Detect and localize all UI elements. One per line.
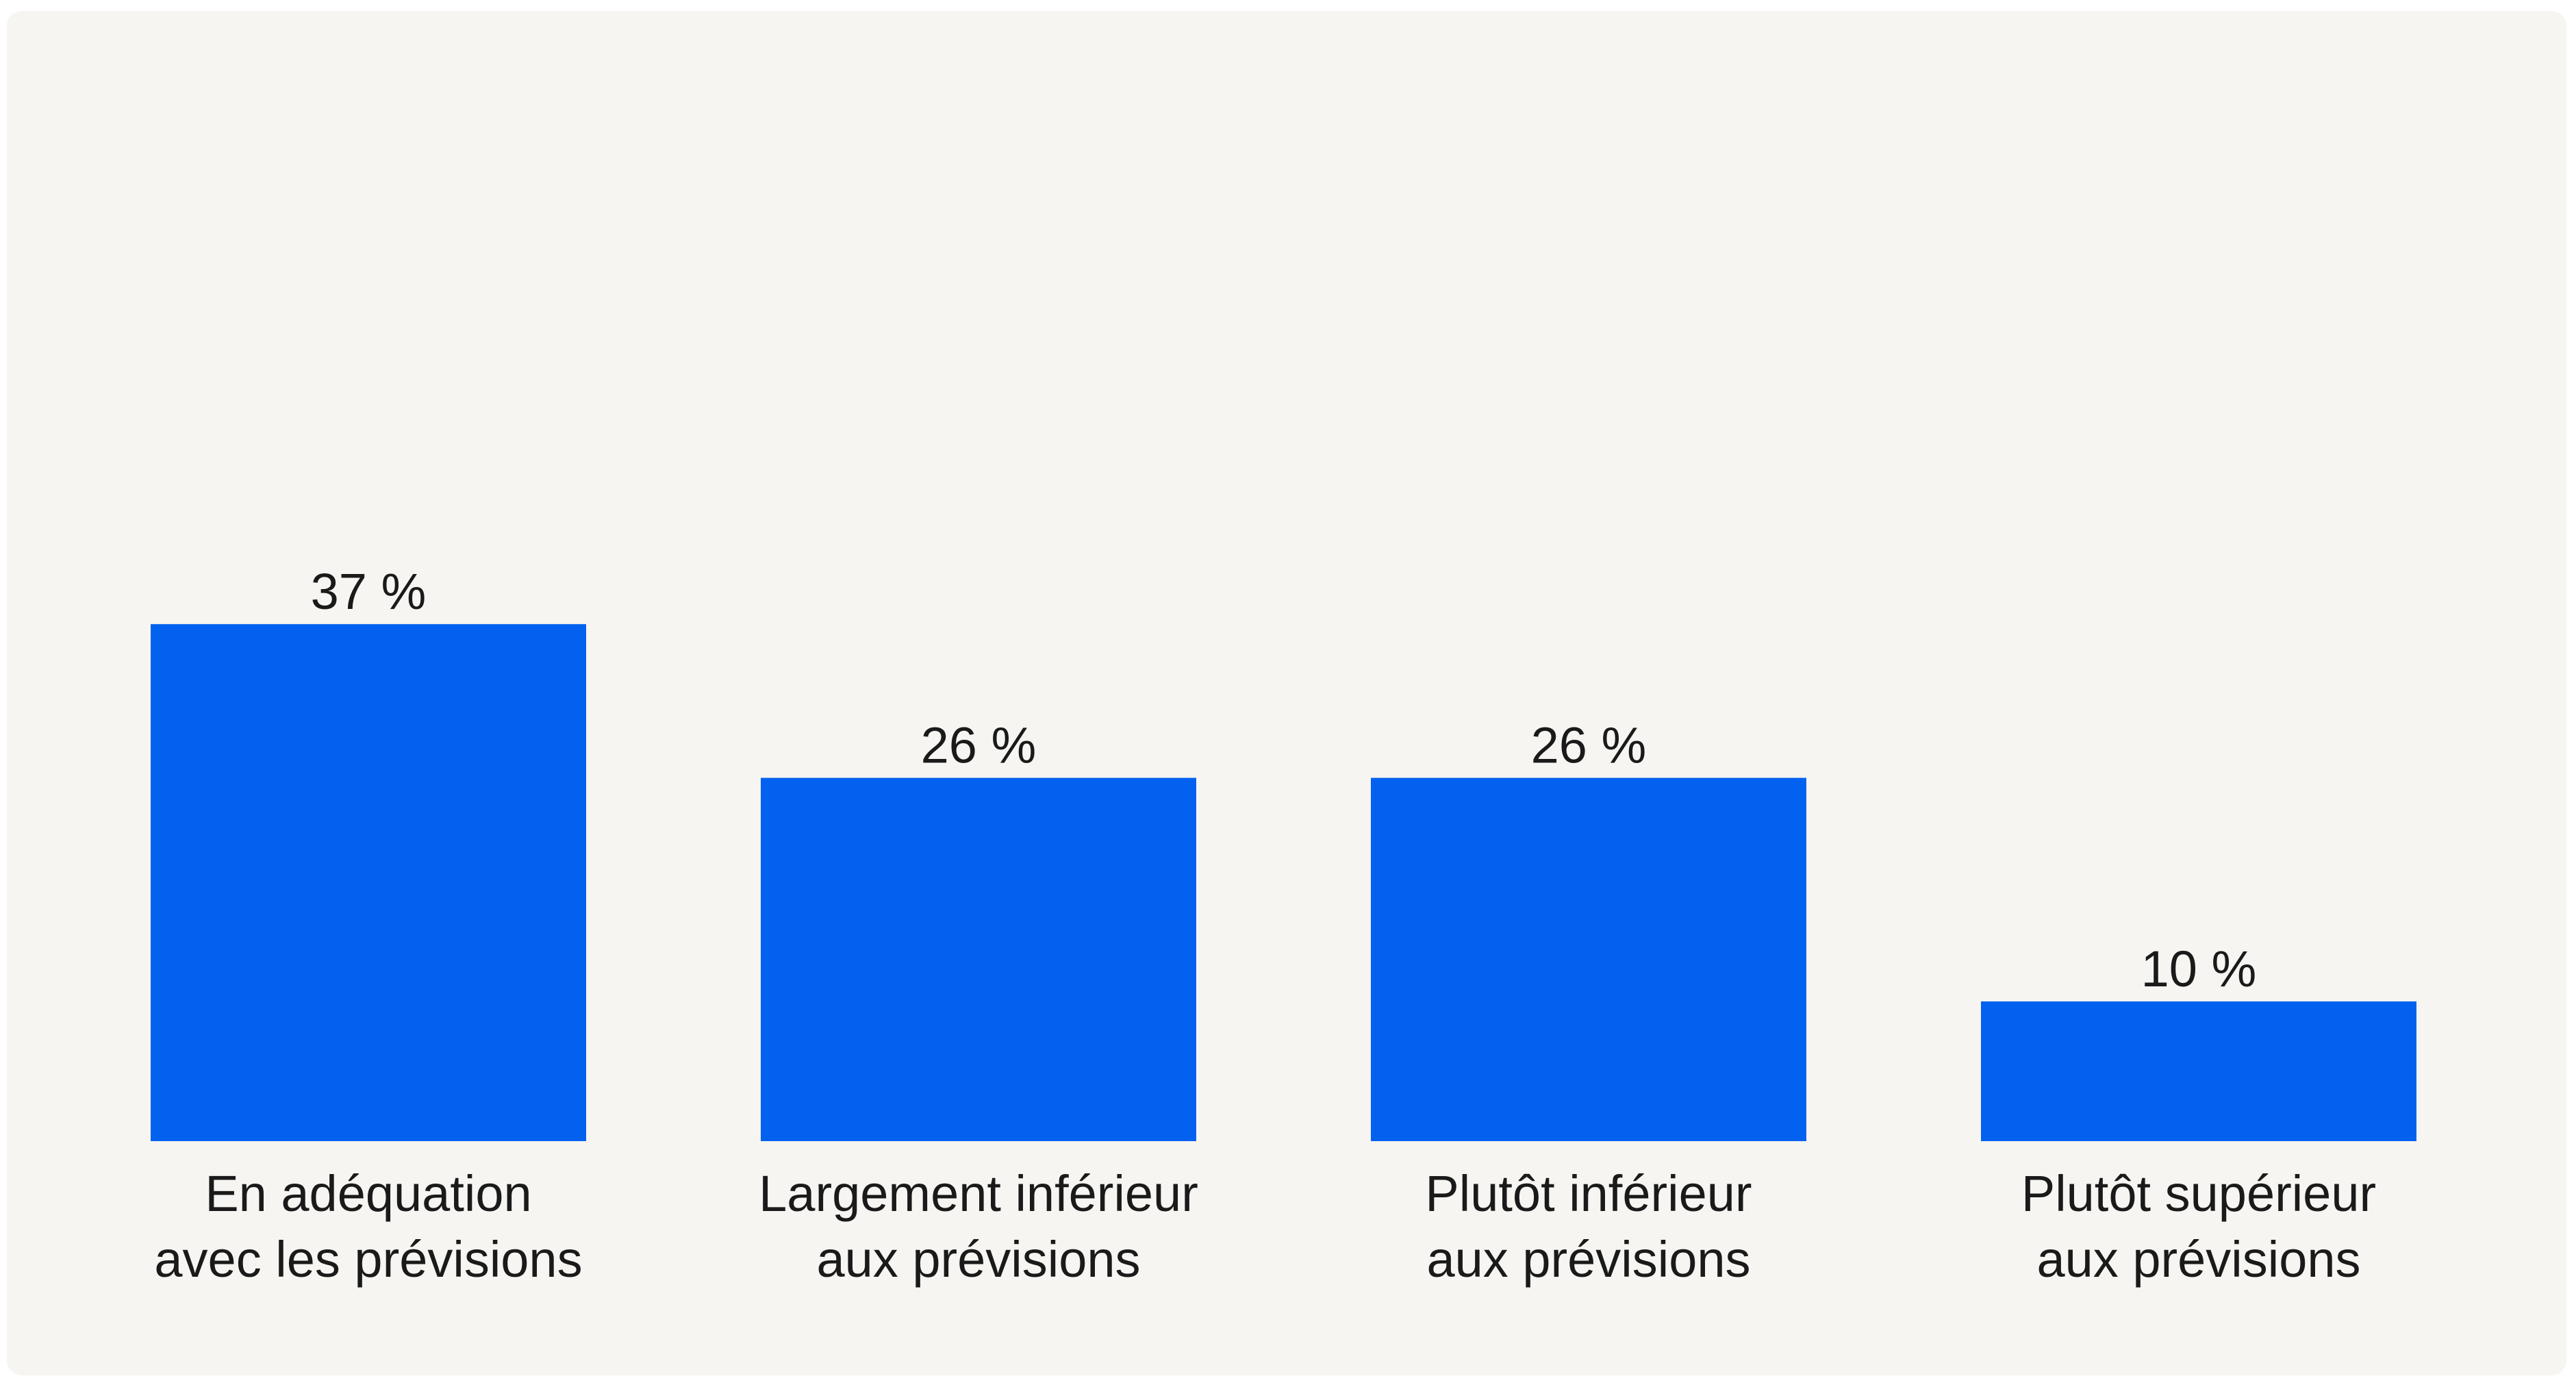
category-label-line: Plutôt inférieur bbox=[1425, 1165, 1752, 1222]
value-label-3: 26 % bbox=[1531, 717, 1647, 774]
category-label-line: Largement inférieur bbox=[759, 1165, 1198, 1222]
category-label-1: En adéquation avec les prévisions bbox=[154, 1165, 582, 1288]
bar-2 bbox=[761, 777, 1196, 1141]
bar-1 bbox=[151, 624, 586, 1141]
value-label-4: 10 % bbox=[2141, 940, 2257, 997]
category-label-2: Largement inférieur aux prévisions bbox=[759, 1165, 1198, 1288]
category-label-line: Plutôt supérieur bbox=[2021, 1165, 2376, 1222]
category-label-line: aux prévisions bbox=[816, 1231, 1140, 1288]
value-label-2: 26 % bbox=[921, 717, 1037, 774]
bar-3 bbox=[1371, 777, 1806, 1141]
category-labels-layer: En adéquation avec les prévisions Largemen… bbox=[154, 1165, 2376, 1288]
category-label-line: avec les prévisions bbox=[154, 1231, 582, 1288]
category-label-3: Plutôt inférieur aux prévisions bbox=[1425, 1165, 1752, 1288]
category-label-4: Plutôt supérieur aux prévisions bbox=[2021, 1165, 2376, 1288]
bars-layer bbox=[151, 624, 2416, 1141]
chart-panel: 37 % 26 % 26 % 10 % En adéquation avec les p… bbox=[7, 11, 2566, 1375]
bar-4 bbox=[1981, 1001, 2416, 1141]
bar-chart: 37 % 26 % 26 % 10 % En adéquation avec les p… bbox=[151, 563, 2416, 1288]
value-label-1: 37 % bbox=[311, 563, 427, 620]
category-label-line: aux prévisions bbox=[1426, 1231, 1750, 1288]
value-labels-layer: 37 % 26 % 26 % 10 % bbox=[311, 563, 2257, 997]
category-label-line: En adéquation bbox=[205, 1165, 531, 1222]
category-label-line: aux prévisions bbox=[2036, 1231, 2360, 1288]
